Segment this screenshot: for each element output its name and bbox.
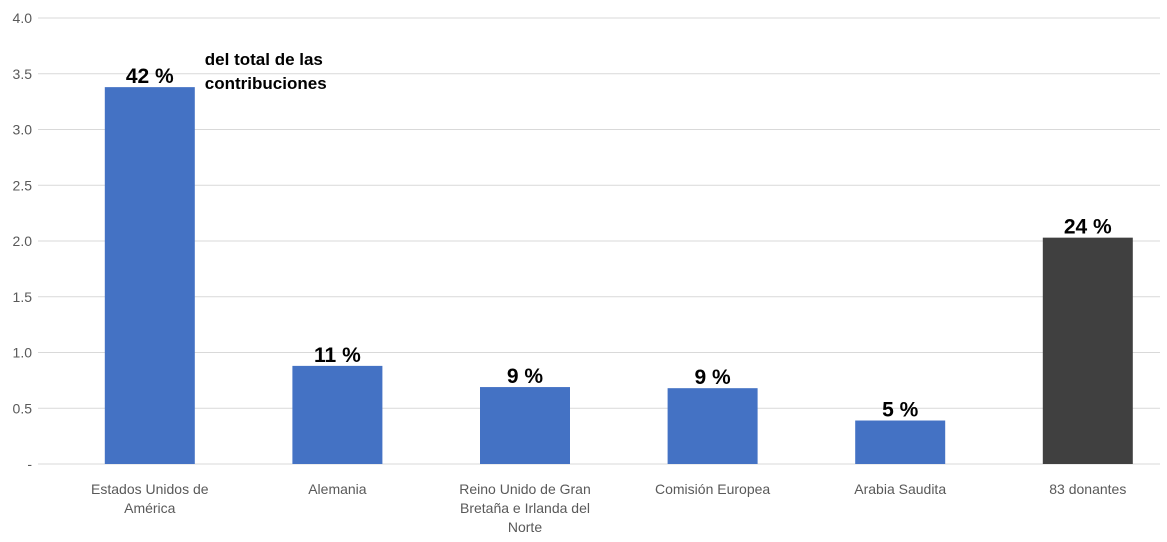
y-tick-label: 4.0 — [13, 10, 33, 26]
share-label: 42 % — [126, 65, 174, 88]
y-tick-label: 3.5 — [13, 66, 33, 82]
y-tick-label: 2.0 — [13, 233, 33, 249]
y-tick-label: - — [27, 456, 32, 472]
bar — [480, 387, 570, 464]
x-tick-label: Reino Unido de Gran Bretaña e Irlanda de… — [459, 481, 591, 535]
x-tick-label-box: Reino Unido de Gran Bretaña e Irlanda de… — [459, 481, 591, 535]
x-tick-label: Comisión Europea — [655, 481, 771, 497]
bar — [104, 87, 195, 464]
x-tick-label: Arabia Saudita — [854, 481, 947, 497]
share-label: 9 % — [695, 366, 732, 389]
x-tick-label-box: Alemania — [308, 481, 367, 497]
x-tick-label-box: Arabia Saudita — [854, 481, 947, 497]
x-tick-label: Alemania — [308, 481, 367, 497]
x-tick-label-box: Estados Unidos de América — [91, 481, 209, 516]
share-label: 11 % — [314, 344, 361, 367]
bar — [1042, 237, 1133, 464]
y-tick-label: 1.0 — [13, 345, 33, 361]
x-tick-label-box: 83 donantes — [1049, 481, 1127, 497]
share-label: 24 % — [1064, 216, 1112, 239]
x-tick-label: Estados Unidos de América — [91, 481, 209, 516]
bar — [292, 365, 383, 464]
y-tick-label: 3.0 — [13, 122, 33, 138]
bar — [667, 388, 758, 464]
y-tick-label: 1.5 — [13, 289, 33, 305]
share-label: 9 % — [507, 365, 544, 388]
annotation: del total de las — [205, 50, 323, 69]
annotation: contribuciones — [205, 74, 327, 93]
x-tick-label: 83 donantes — [1049, 481, 1127, 497]
y-tick-label: 0.5 — [13, 400, 33, 416]
x-tick-label-box: Comisión Europea — [655, 481, 771, 497]
bar — [855, 420, 946, 464]
share-label: 5 % — [882, 399, 919, 422]
y-tick-label: 2.5 — [13, 177, 33, 193]
